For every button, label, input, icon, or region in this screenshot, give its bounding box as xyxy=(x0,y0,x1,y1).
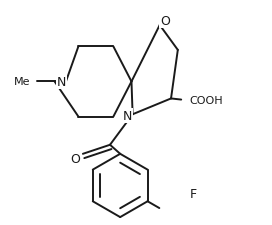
Text: N: N xyxy=(57,76,66,89)
Text: O: O xyxy=(160,15,170,28)
Text: Me: Me xyxy=(14,77,30,87)
Text: N: N xyxy=(123,109,132,122)
Text: F: F xyxy=(190,187,197,200)
Text: O: O xyxy=(70,152,80,165)
Text: COOH: COOH xyxy=(189,95,223,105)
